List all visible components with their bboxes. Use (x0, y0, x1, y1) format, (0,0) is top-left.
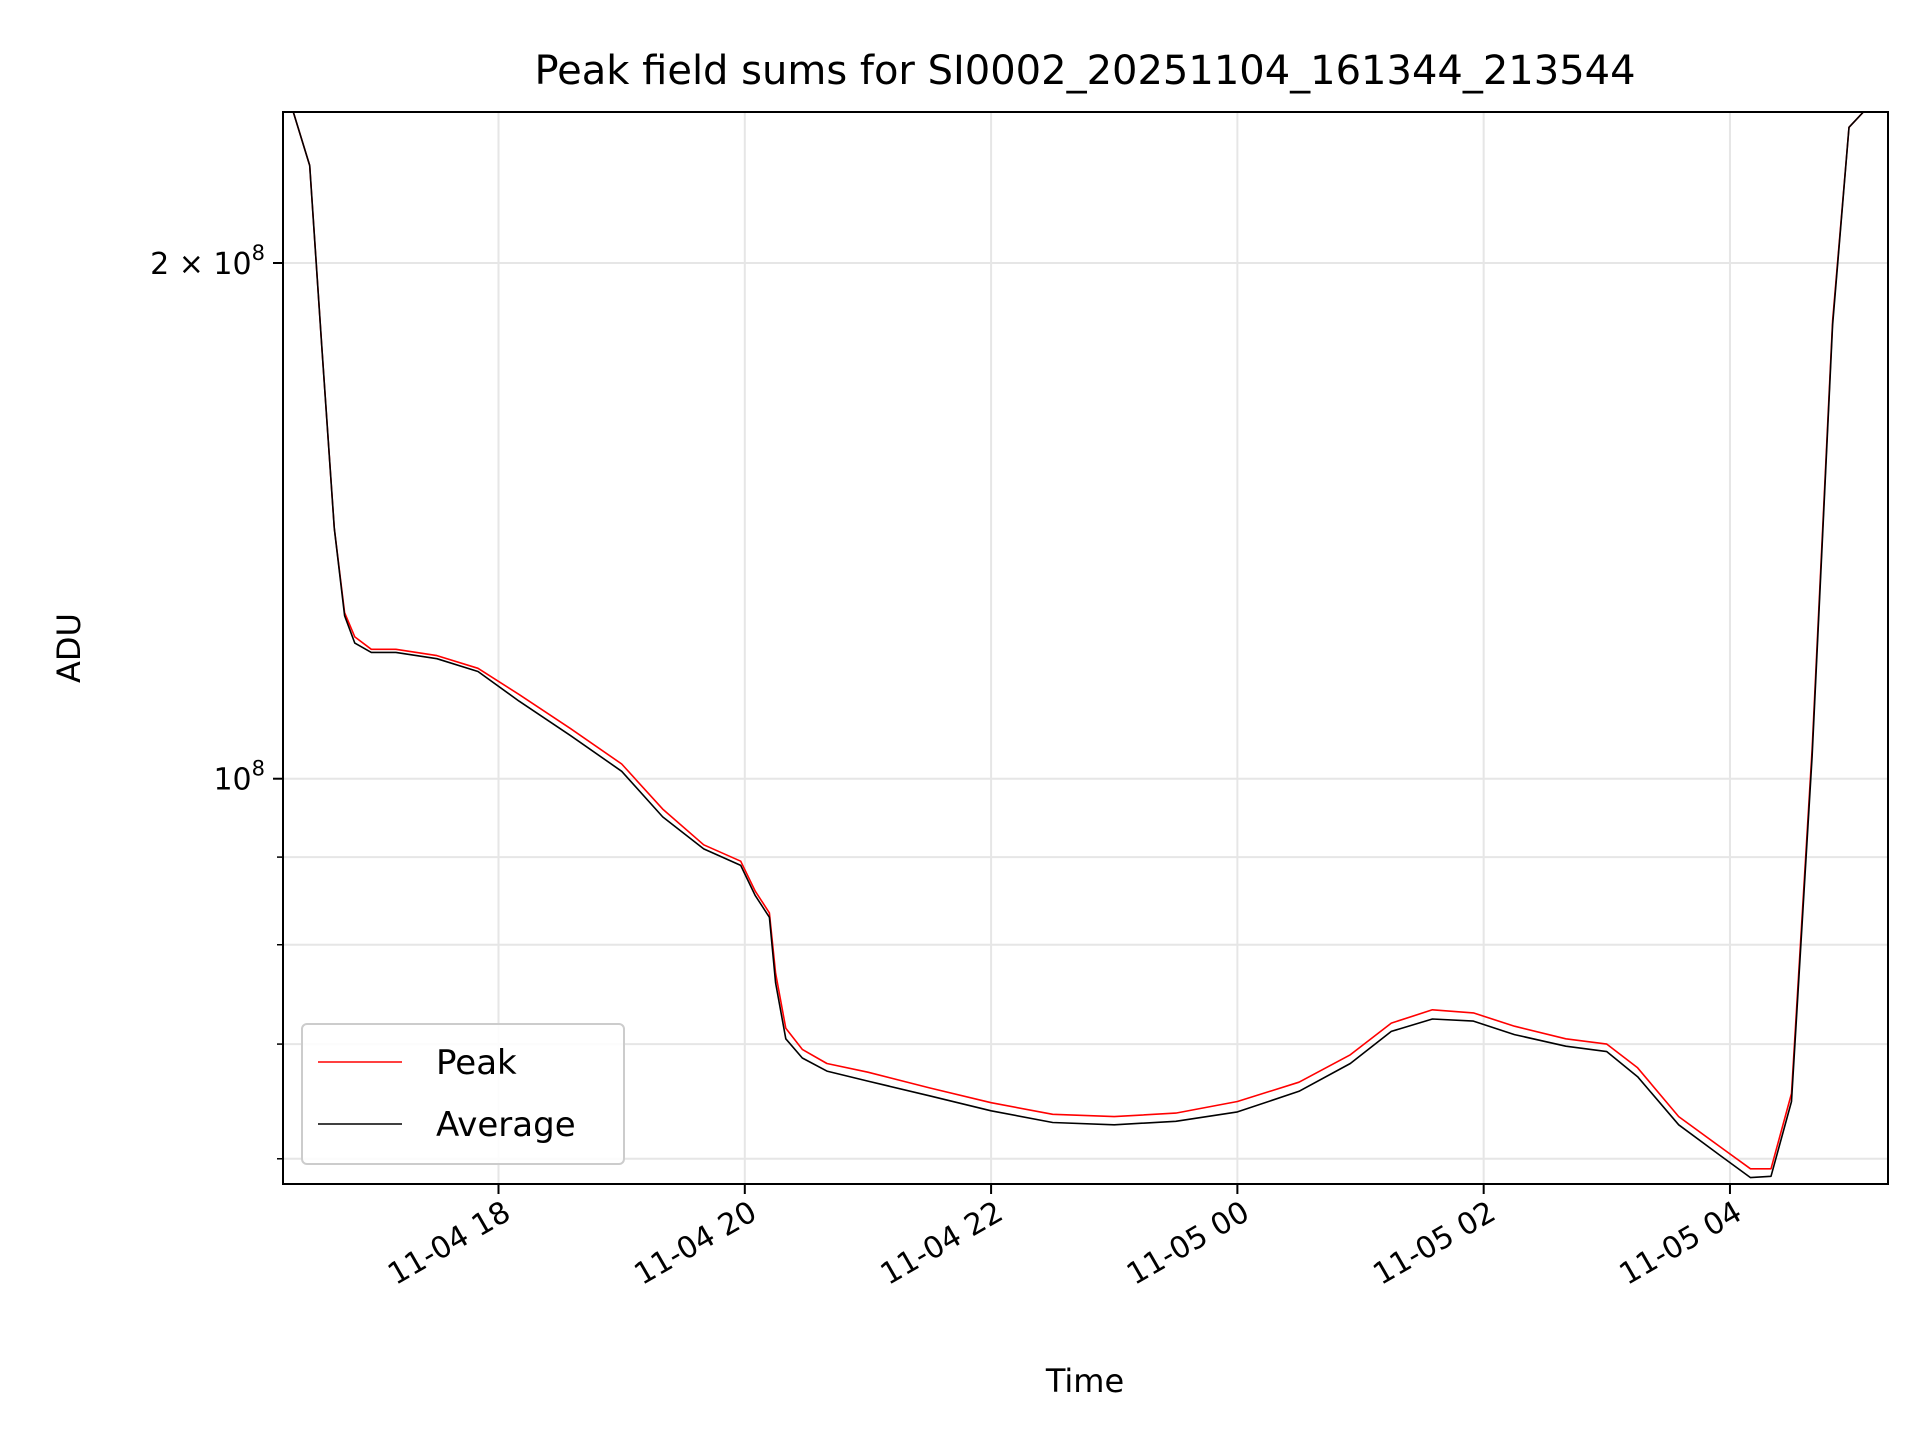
legend: Peak Average (301, 1023, 625, 1165)
x-axis-title: Time (1045, 1362, 1124, 1400)
series-line-peak (292, 112, 1864, 1170)
chart-title: Peak field sums for SI0002_20251104_1613… (534, 48, 1635, 94)
y-tick-exponent: 8 (252, 241, 265, 265)
y-tick-base: 10 (213, 763, 251, 798)
legend-box (301, 1023, 625, 1165)
y-tick-label: 2 × 108 (150, 241, 265, 282)
plot-frame (282, 111, 1889, 1185)
y-tick-label: 108 (213, 757, 265, 798)
series-line-average (292, 112, 1864, 1179)
series-layer (292, 112, 1864, 1179)
legend-label-average: Average (436, 1105, 576, 1145)
y-tick-base: 2 × 10 (150, 247, 251, 282)
y-tick-exponent: 8 (252, 757, 265, 781)
y-axis-title: ADU (50, 613, 88, 683)
legend-label-peak: Peak (436, 1043, 517, 1083)
